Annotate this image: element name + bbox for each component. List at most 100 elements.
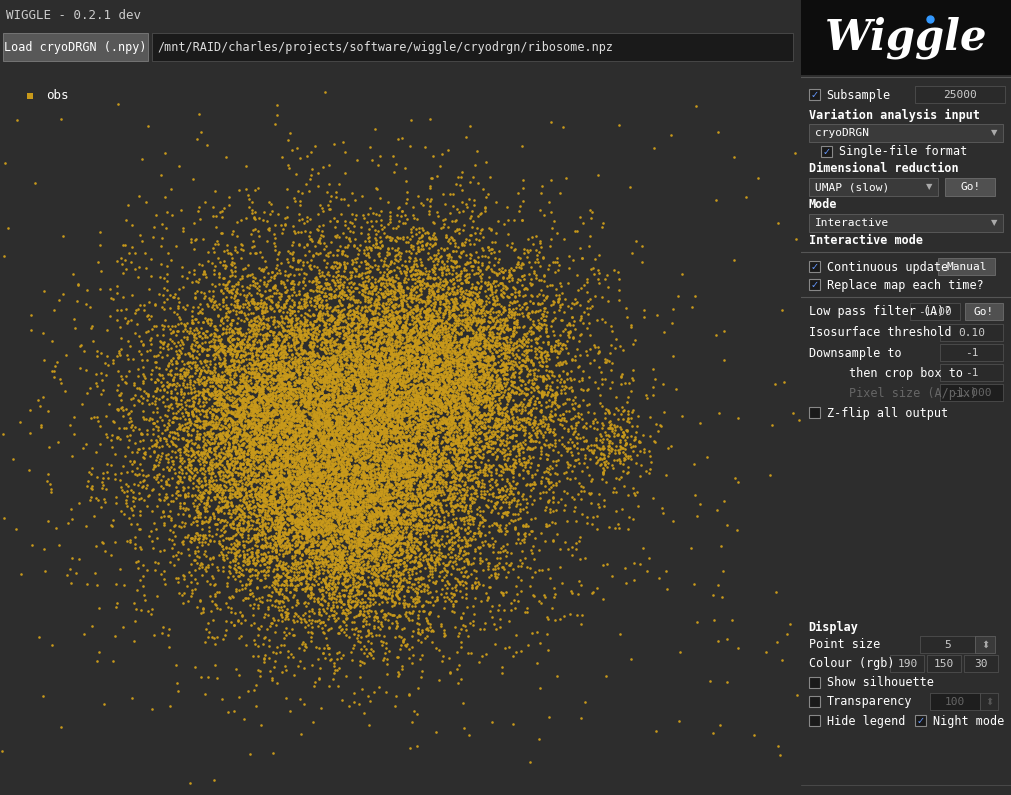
Point — [443, 406, 459, 419]
Point — [149, 532, 165, 545]
Point — [277, 606, 293, 619]
Point — [466, 353, 482, 366]
Point — [420, 369, 436, 382]
Point — [301, 454, 317, 467]
Point — [210, 268, 226, 281]
Point — [338, 569, 354, 582]
Point — [442, 666, 458, 679]
Point — [311, 492, 328, 505]
Point — [435, 289, 451, 301]
Point — [296, 397, 312, 409]
Point — [308, 474, 325, 487]
Point — [192, 506, 208, 519]
Point — [353, 397, 369, 409]
Point — [360, 405, 376, 417]
Point — [334, 406, 350, 419]
Point — [416, 578, 432, 591]
Point — [447, 314, 463, 327]
Point — [279, 284, 295, 297]
Point — [432, 456, 448, 469]
Point — [393, 375, 409, 388]
Point — [331, 452, 347, 464]
Point — [462, 510, 478, 522]
Point — [475, 579, 491, 591]
Point — [455, 451, 471, 463]
Point — [418, 622, 434, 635]
Point — [527, 566, 543, 579]
Point — [320, 355, 337, 367]
Point — [385, 561, 401, 574]
Point — [365, 440, 381, 452]
Point — [334, 299, 350, 312]
Point — [539, 280, 555, 293]
Point — [564, 421, 580, 434]
Point — [387, 293, 403, 306]
Point — [486, 405, 502, 418]
Point — [395, 320, 411, 332]
Point — [441, 441, 457, 454]
Point — [282, 419, 298, 432]
Point — [367, 439, 383, 452]
Point — [311, 351, 328, 363]
Point — [390, 360, 406, 373]
Point — [239, 429, 255, 441]
Point — [394, 487, 410, 500]
Point — [487, 498, 503, 510]
Point — [445, 543, 461, 556]
Point — [427, 315, 443, 328]
Point — [202, 442, 218, 455]
Point — [258, 569, 274, 582]
Point — [401, 606, 418, 619]
Point — [42, 477, 59, 490]
Point — [395, 332, 411, 345]
Point — [79, 284, 95, 297]
Point — [221, 359, 238, 372]
Point — [442, 460, 458, 473]
Point — [503, 342, 520, 355]
Point — [429, 332, 445, 344]
Point — [391, 565, 407, 578]
Point — [458, 314, 474, 327]
Point — [219, 411, 236, 424]
Point — [193, 365, 209, 378]
Point — [267, 438, 283, 451]
Point — [594, 421, 611, 434]
Point — [399, 212, 416, 225]
Point — [511, 508, 527, 521]
Point — [437, 432, 453, 444]
Point — [319, 401, 336, 413]
Point — [176, 519, 192, 532]
Point — [239, 475, 255, 488]
Point — [393, 489, 409, 502]
Point — [256, 490, 272, 502]
Point — [411, 274, 428, 287]
Point — [215, 351, 232, 364]
Point — [223, 405, 240, 418]
Point — [320, 576, 337, 589]
Point — [411, 460, 428, 472]
Point — [313, 528, 330, 541]
Point — [352, 349, 368, 362]
Point — [214, 540, 231, 553]
Point — [298, 307, 314, 320]
Point — [328, 498, 344, 510]
Point — [456, 264, 472, 277]
Point — [396, 273, 412, 286]
Point — [304, 326, 320, 339]
Point — [457, 429, 473, 442]
Point — [487, 568, 503, 581]
Point — [333, 525, 349, 537]
Point — [248, 384, 264, 397]
Point — [476, 359, 492, 371]
Point — [204, 293, 220, 306]
Point — [222, 444, 239, 456]
Point — [286, 464, 302, 477]
Point — [397, 485, 413, 498]
Point — [402, 324, 419, 337]
Point — [307, 390, 324, 402]
Point — [434, 506, 450, 518]
Point — [461, 502, 477, 514]
Point — [390, 496, 406, 509]
Point — [504, 562, 521, 575]
Point — [405, 302, 422, 315]
